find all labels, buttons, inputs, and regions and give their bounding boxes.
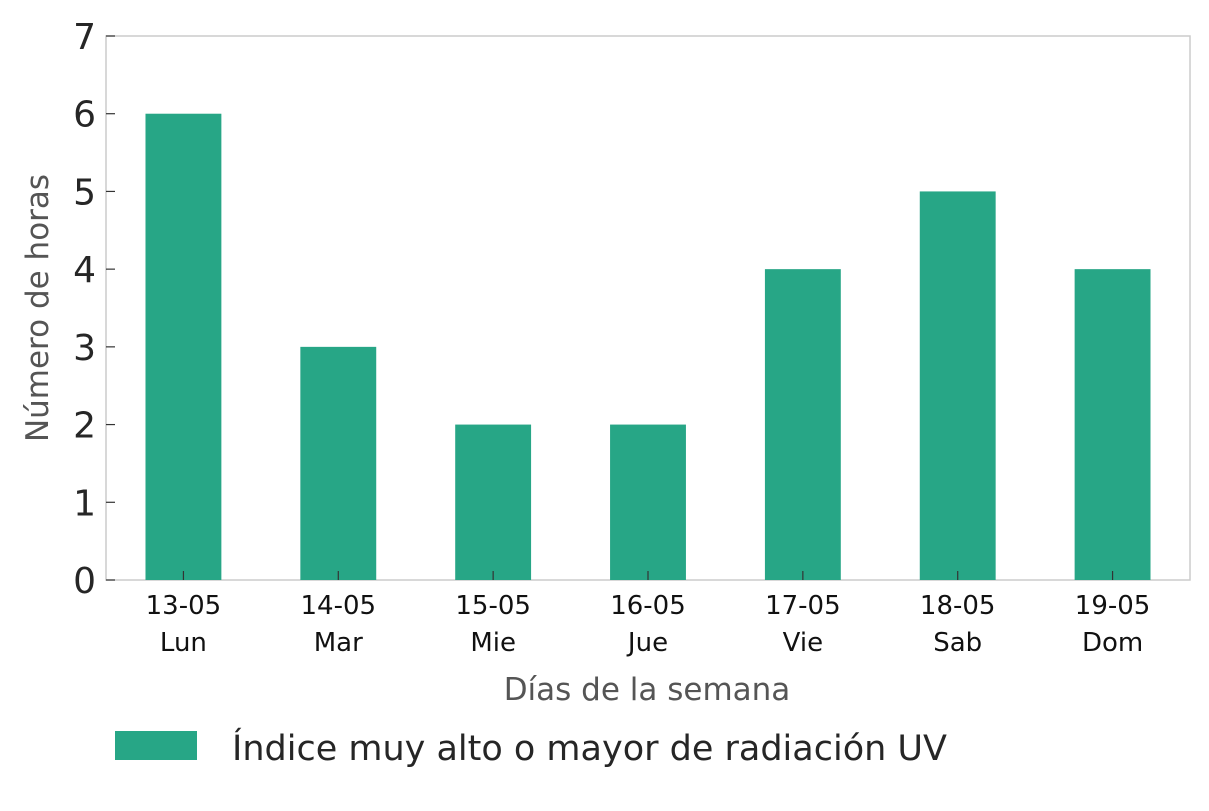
y-tick-label: 5 xyxy=(73,172,96,213)
legend-swatch xyxy=(115,731,197,760)
y-tick-label: 4 xyxy=(73,250,96,291)
y-tick-label: 2 xyxy=(73,406,96,447)
x-tick-label-day: Mar xyxy=(314,628,363,658)
x-tick-label-date: 16-05 xyxy=(610,591,686,621)
x-tick-label-date: 19-05 xyxy=(1075,591,1151,621)
x-tick-label-date: 13-05 xyxy=(146,591,222,621)
y-tick-label: 3 xyxy=(73,328,96,369)
bar-18-05 xyxy=(919,191,996,580)
y-tick-label: 1 xyxy=(73,483,96,524)
x-tick-label-date: 15-05 xyxy=(455,591,531,621)
x-axis-title: Días de la semana xyxy=(504,672,791,708)
bar-16-05 xyxy=(610,424,686,580)
y-tick-label: 7 xyxy=(73,17,96,58)
y-axis-title: Número de horas xyxy=(20,174,56,442)
x-tick-label-date: 18-05 xyxy=(920,591,996,621)
y-tick-label: 0 xyxy=(73,561,96,602)
x-tick-label-date: 17-05 xyxy=(765,591,841,621)
bar-19-05 xyxy=(1074,269,1151,580)
legend: Índice muy alto o mayor de radiación UV xyxy=(115,727,947,769)
legend-label: Índice muy alto o mayor de radiación UV xyxy=(232,727,947,769)
x-tick-label-day: Mie xyxy=(470,628,516,658)
y-axis: 0 1 2 3 4 5 6 7 xyxy=(73,17,115,602)
bars-group xyxy=(145,113,1151,580)
x-tick-label-day: Dom xyxy=(1082,628,1143,658)
bar-17-05 xyxy=(764,269,841,580)
bar-15-05 xyxy=(455,424,532,580)
x-tick-label-day: Lun xyxy=(160,628,207,658)
x-tick-label-day: Jue xyxy=(626,628,668,658)
bar-14-05 xyxy=(300,346,377,580)
y-tick-label: 6 xyxy=(73,95,96,136)
x-tick-label-day: Sab xyxy=(933,628,982,658)
bar-13-05 xyxy=(145,113,222,580)
x-tick-label-date: 14-05 xyxy=(301,591,377,621)
x-axis: 13-05 Lun 14-05 Mar 15-05 Mie 16-05 Jue 17-05 Vie… xyxy=(146,571,1151,658)
x-tick-label-day: Vie xyxy=(783,628,823,658)
